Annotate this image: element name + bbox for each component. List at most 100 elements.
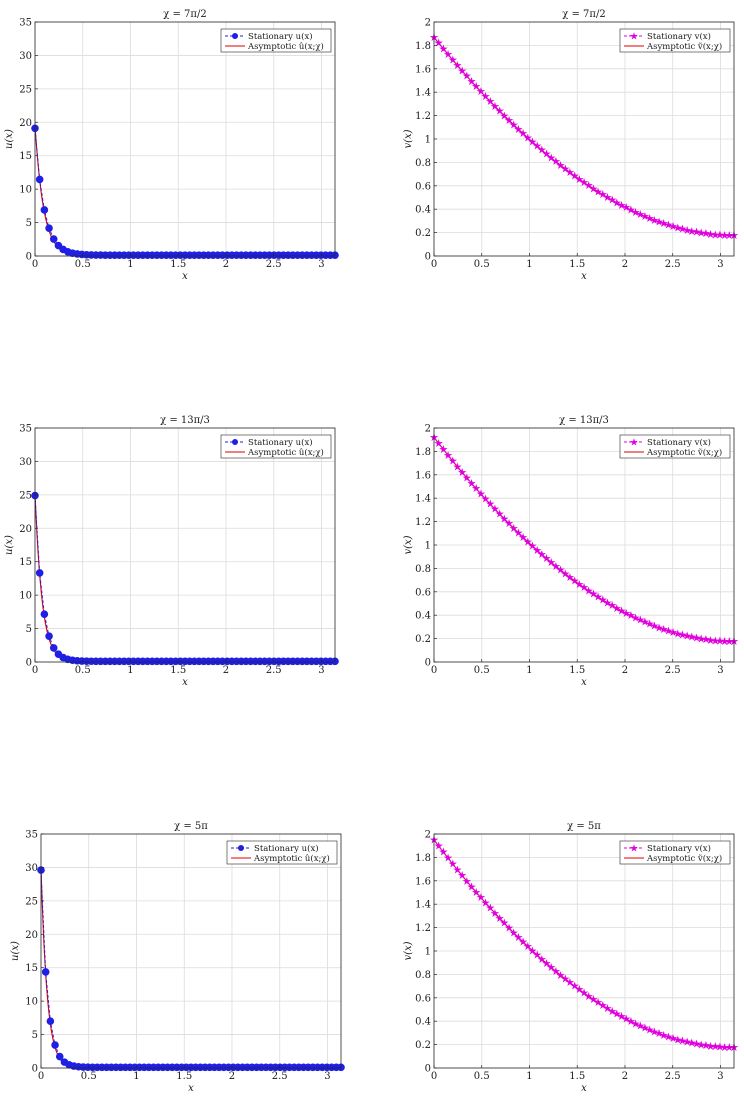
- y-tick-label: 0.8: [415, 970, 431, 981]
- x-tick-label: 3: [717, 665, 723, 676]
- data-point: ★: [434, 437, 444, 450]
- data-point: ★: [509, 926, 519, 939]
- x-axis-label: x: [581, 677, 587, 688]
- data-point: ★: [532, 140, 542, 153]
- legend-label-stationary: Stationary u(x): [248, 31, 313, 42]
- data-point: ★: [635, 1019, 645, 1032]
- x-tick-label: 0: [32, 665, 38, 676]
- chart-title: χ = 13π/3: [559, 415, 609, 426]
- y-tick-label: 1.8: [415, 41, 431, 52]
- y-tick-label: 15: [19, 557, 32, 568]
- data-point: ★: [621, 201, 631, 214]
- y-tick-label: 0.6: [415, 993, 431, 1004]
- data-point: ★: [574, 173, 584, 186]
- data-point: ★: [448, 455, 458, 468]
- data-point: ★: [485, 902, 495, 915]
- data-point: ★: [453, 863, 463, 876]
- y-tick-label: 5: [26, 624, 32, 635]
- y-tick-label: 0.2: [415, 228, 431, 239]
- data-point: ★: [467, 880, 477, 893]
- data-point: ★: [687, 225, 697, 238]
- data-point: ★: [570, 980, 580, 993]
- data-point: ★: [570, 574, 580, 587]
- y-tick-label: 35: [19, 424, 32, 435]
- data-point: ★: [668, 626, 678, 639]
- series-line-stationary: [433, 437, 735, 642]
- data-point: ★: [485, 498, 495, 511]
- data-point: ★: [659, 623, 669, 636]
- x-tick-label: 0: [431, 259, 437, 270]
- series-line-asymptotic: [433, 839, 734, 1049]
- legend-label-stationary: Stationary u(x): [254, 843, 319, 854]
- data-point: ★: [668, 220, 678, 233]
- data-point: ★: [528, 136, 538, 149]
- x-tick-label: 2: [622, 665, 628, 676]
- y-tick-label: 1.8: [415, 853, 431, 864]
- y-tick-label: 10: [19, 185, 32, 196]
- data-point: ★: [542, 148, 552, 161]
- data-point: ★: [654, 621, 664, 634]
- data-point: ★: [504, 114, 514, 127]
- y-tick-label: 30: [19, 457, 32, 468]
- chart-panel-4: ★★★★★★★★★★★★★★★★★★★★★★★★★★★★★★★★★★★★★★★★…: [403, 415, 739, 688]
- data-point: ★: [621, 1013, 631, 1026]
- data-point: ★: [715, 635, 725, 648]
- data-point: ★: [495, 105, 505, 118]
- data-point: ★: [528, 944, 538, 957]
- data-point: ★: [518, 935, 528, 948]
- data-point: ★: [612, 196, 622, 209]
- data-point: ★: [570, 169, 580, 182]
- data-point: ★: [565, 571, 575, 584]
- legend-marker: [232, 33, 238, 39]
- data-point: ★: [434, 37, 444, 50]
- series-line-stationary: [34, 128, 335, 256]
- data-point: ★: [692, 226, 702, 239]
- data-point: ★: [551, 155, 561, 168]
- data-point: ★: [532, 544, 542, 557]
- data-point: ★: [556, 159, 566, 172]
- data-point: ★: [588, 588, 598, 601]
- x-tick-label: 1: [526, 259, 532, 270]
- x-tick-label: 0: [431, 1071, 437, 1082]
- y-tick-label: 1.6: [415, 470, 431, 481]
- data-point: ★: [663, 219, 673, 232]
- x-tick-label: 2: [223, 665, 229, 676]
- y-tick-label: 0: [425, 1064, 431, 1075]
- data-point: ★: [710, 1040, 720, 1053]
- x-tick-label: 2: [622, 1071, 628, 1082]
- data-point: ★: [485, 95, 495, 108]
- y-tick-label: 0.4: [415, 1017, 431, 1028]
- x-tick-label: 0.5: [474, 665, 490, 676]
- x-tick-label: 2.5: [665, 1071, 681, 1082]
- data-point: ★: [612, 602, 622, 615]
- x-tick-label: 0.5: [81, 1071, 97, 1082]
- y-tick-label: 5: [32, 1030, 38, 1041]
- y-tick-label: 1.6: [415, 64, 431, 75]
- data-point: ★: [574, 578, 584, 591]
- data-point: ★: [457, 869, 467, 882]
- data-point: ★: [654, 215, 664, 228]
- y-tick-label: 0: [26, 658, 32, 669]
- data-point: [49, 644, 58, 652]
- legend-marker: ★: [630, 32, 639, 43]
- data-point: ★: [673, 627, 683, 640]
- data-point: [49, 235, 58, 243]
- data-point: ★: [645, 212, 655, 225]
- x-tick-label: 0.5: [474, 259, 490, 270]
- data-point: ★: [551, 560, 561, 573]
- data-point: ★: [649, 214, 659, 227]
- x-tick-label: 2: [223, 259, 229, 270]
- data-point: ★: [654, 1027, 664, 1040]
- data-point: [45, 632, 53, 640]
- data-point: ★: [593, 185, 603, 198]
- series-line-asymptotic: [34, 124, 335, 257]
- data-point: ★: [678, 1035, 688, 1048]
- chart-title: χ = 7π/2: [163, 9, 206, 20]
- x-tick-label: 3: [717, 259, 723, 270]
- data-point: ★: [696, 226, 706, 239]
- data-point: ★: [692, 632, 702, 645]
- y-axis-label: u(x): [4, 535, 15, 555]
- data-point: ★: [617, 199, 627, 212]
- chart-title: χ = 5π: [174, 821, 208, 832]
- y-tick-label: 35: [19, 18, 32, 29]
